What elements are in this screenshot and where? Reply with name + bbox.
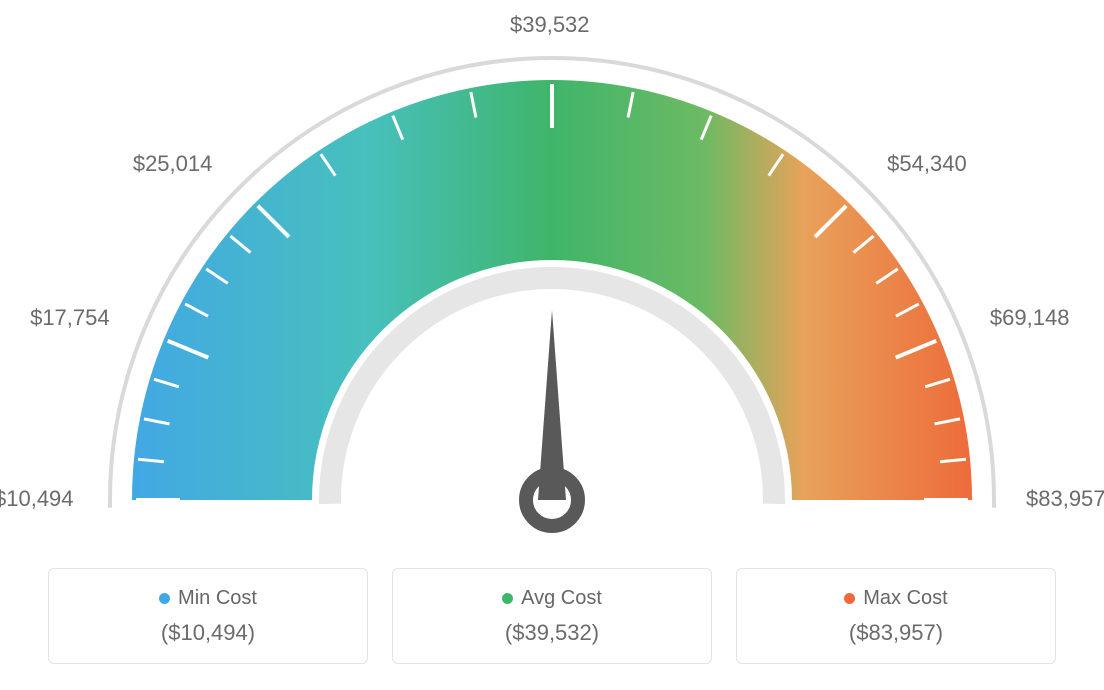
dot-icon (502, 593, 513, 604)
legend-card-min: Min Cost ($10,494) (48, 568, 368, 664)
gauge-chart: $10,494 $17,754 $25,014 $39,532 $54,340 … (12, 20, 1092, 560)
tick-label-6: $83,957 (1026, 486, 1104, 512)
tick-label-5: $69,148 (990, 305, 1070, 331)
tick-label-1: $17,754 (30, 305, 110, 331)
dot-icon (159, 593, 170, 604)
legend-value-max: ($83,957) (849, 620, 943, 646)
dot-icon (844, 593, 855, 604)
legend-row: Min Cost ($10,494) Avg Cost ($39,532) Ma… (48, 568, 1056, 664)
tick-label-3: $39,532 (510, 12, 590, 38)
legend-title-max: Max Cost (844, 587, 947, 610)
legend-value-avg: ($39,532) (505, 620, 599, 646)
legend-value-min: ($10,494) (161, 620, 255, 646)
legend-card-max: Max Cost ($83,957) (736, 568, 1056, 664)
tick-label-2: $25,014 (133, 151, 213, 177)
tick-label-4: $54,340 (887, 151, 967, 177)
gauge-svg (12, 20, 1092, 560)
legend-title-avg: Avg Cost (502, 587, 602, 610)
legend-label-min: Min Cost (178, 587, 257, 610)
legend-card-avg: Avg Cost ($39,532) (392, 568, 712, 664)
legend-label-avg: Avg Cost (521, 587, 602, 610)
tick-label-0: $10,494 (0, 486, 74, 512)
legend-title-min: Min Cost (159, 587, 257, 610)
legend-label-max: Max Cost (863, 587, 947, 610)
